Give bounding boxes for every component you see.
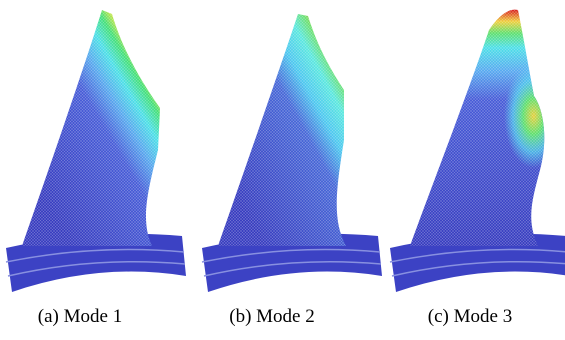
caption: (c) Mode 3 (428, 306, 512, 327)
blade-c (390, 10, 565, 292)
blade-b (202, 14, 382, 292)
blade-a (6, 10, 186, 292)
page: {"panels": [{"caption": "(a) Mode 1"}, {… (0, 0, 565, 340)
figure: (a) Mode 1 (b) Mode 2 (c) Mode 3 (0, 0, 565, 340)
caption: (b) Mode 2 (229, 306, 314, 327)
caption: (a) Mode 1 (38, 306, 122, 327)
